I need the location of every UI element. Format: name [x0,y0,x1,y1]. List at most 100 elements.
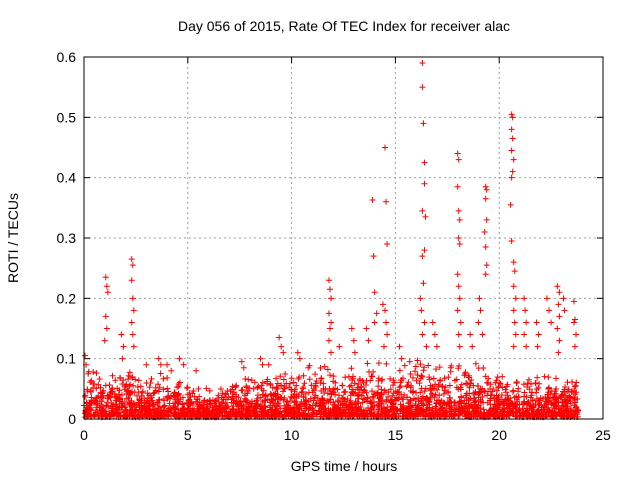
data-point [225,412,232,419]
data-point [290,379,297,386]
data-point [482,388,489,395]
plot-frame [83,56,604,420]
data-point [369,373,376,380]
y-tick-label: 0.3 [57,230,77,246]
data-point-high [180,361,187,368]
data-point [378,386,385,393]
data-point-high [508,174,515,181]
data-point [360,411,367,418]
data-point [237,398,244,405]
data-point [139,389,146,396]
data-point [404,394,410,401]
data-point [243,396,250,403]
data-point [505,395,512,402]
data-point [113,407,120,414]
data-point-high [371,289,378,296]
data-point [393,397,400,404]
data-point [548,410,555,417]
data-point [515,393,522,400]
data-point [413,377,420,384]
data-point [407,411,414,418]
data-point [287,393,294,400]
data-point [397,383,404,390]
data-point [243,383,250,390]
data-point [259,405,266,412]
data-point [264,376,271,383]
data-point [332,407,339,414]
data-point-high [350,337,357,344]
data-point [367,406,374,413]
data-point [408,382,415,389]
data-point [520,381,527,388]
data-point [464,410,471,417]
data-point [131,406,138,413]
data-point-high [482,183,489,190]
data-point-high [418,307,425,314]
data-point [257,394,264,401]
data-point [105,403,112,410]
data-point [277,408,284,415]
data-point [508,407,515,414]
data-point-high [103,283,110,290]
x-tick-label: 20 [491,427,507,443]
data-point-high [128,256,135,263]
data-point [302,401,309,408]
data-point [273,406,280,413]
data-point [447,368,454,375]
data-point [147,379,154,386]
data-point [571,383,578,390]
data-point [462,402,469,409]
data-point-high [130,307,137,314]
data-point [197,411,204,418]
data-point [270,392,277,399]
data-point-high [419,60,426,67]
data-point [512,409,519,416]
data-point-high [104,289,111,296]
data-point-high [561,307,568,314]
data-point [126,391,133,398]
data-point [106,410,113,417]
data-point-high [521,331,528,338]
data-point [509,388,516,395]
data-point-high [533,319,540,326]
data-point [318,375,325,382]
data-point [327,396,334,403]
data-point-high [128,277,135,284]
data-point [389,392,396,399]
data-point-high [423,343,430,350]
data-point [573,403,580,410]
data-point [230,394,237,401]
data-point [116,374,123,381]
data-point [337,411,344,418]
data-point [176,379,183,386]
data-point-high [155,355,162,362]
data-point-high [382,307,389,314]
data-point [346,399,353,406]
data-point [274,380,281,387]
data-point [101,408,108,415]
data-point [299,388,306,395]
data-point [155,388,162,395]
data-point [545,389,552,396]
data-point [313,410,320,417]
data-point [447,408,454,415]
data-point [273,412,280,419]
data-point [317,379,324,386]
data-point-high [554,325,561,332]
data-point-high [384,241,391,248]
data-point [228,399,235,406]
data-point [172,406,179,413]
data-point [324,366,331,373]
data-point-high [164,361,171,368]
data-point [354,384,361,391]
data-point [387,375,394,382]
data-point-high [419,84,426,91]
data-point-high [336,343,343,350]
data-point [348,382,355,389]
data-point [427,385,434,392]
data-point-high [278,343,285,350]
data-point-high [560,295,567,302]
data-point [399,375,406,382]
data-point [536,380,543,387]
data-point [420,400,427,407]
